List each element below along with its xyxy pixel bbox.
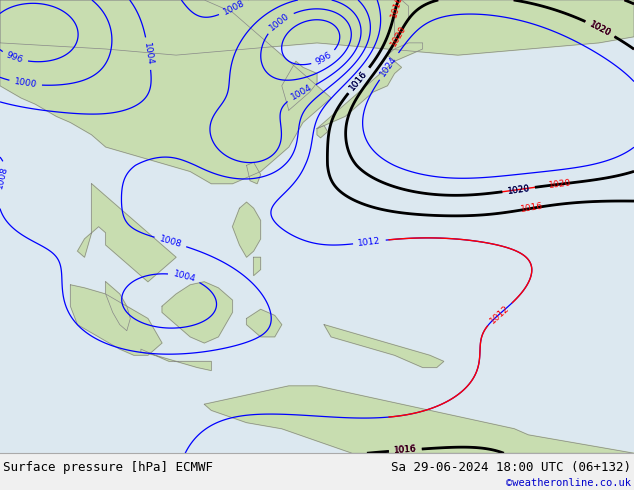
Polygon shape [254, 257, 261, 275]
Text: 1020: 1020 [507, 184, 531, 196]
Text: 1016: 1016 [394, 445, 417, 456]
Text: Surface pressure [hPa] ECMWF: Surface pressure [hPa] ECMWF [3, 462, 213, 474]
Text: 1016: 1016 [394, 445, 417, 456]
Polygon shape [0, 0, 331, 184]
Polygon shape [233, 202, 261, 257]
Text: 1016: 1016 [348, 69, 370, 92]
Polygon shape [141, 349, 211, 370]
Polygon shape [387, 43, 423, 61]
Text: 1008: 1008 [158, 234, 183, 249]
Text: 1020: 1020 [507, 184, 531, 196]
Text: ©weatheronline.co.uk: ©weatheronline.co.uk [506, 478, 631, 488]
Text: 1016: 1016 [389, 0, 404, 19]
Text: 1024: 1024 [378, 54, 399, 78]
Text: 1016: 1016 [521, 202, 545, 215]
Text: 1004: 1004 [172, 270, 197, 284]
Polygon shape [247, 309, 281, 337]
Text: 1020: 1020 [588, 20, 612, 38]
Polygon shape [394, 0, 408, 37]
Text: 1008: 1008 [0, 165, 10, 189]
Text: 1000: 1000 [13, 77, 37, 90]
Text: 1004: 1004 [142, 42, 155, 66]
Text: Sa 29-06-2024 18:00 UTC (06+132): Sa 29-06-2024 18:00 UTC (06+132) [391, 462, 631, 474]
Polygon shape [106, 282, 131, 331]
Text: 1004: 1004 [289, 83, 314, 102]
Text: 1012: 1012 [358, 236, 381, 248]
Text: 1008: 1008 [222, 0, 246, 17]
Polygon shape [247, 162, 261, 184]
Text: 1012: 1012 [488, 303, 511, 325]
Polygon shape [281, 61, 317, 110]
Text: 1000: 1000 [268, 11, 292, 32]
Polygon shape [317, 125, 328, 138]
Text: 1020: 1020 [588, 20, 612, 38]
Polygon shape [162, 282, 233, 343]
Polygon shape [70, 285, 162, 355]
Text: 1016: 1016 [348, 69, 370, 92]
Polygon shape [0, 0, 634, 55]
Polygon shape [204, 386, 634, 453]
Text: 1020: 1020 [548, 178, 572, 190]
Polygon shape [317, 61, 401, 128]
Polygon shape [77, 184, 176, 282]
Text: 996: 996 [5, 50, 25, 65]
Text: 1020: 1020 [588, 20, 612, 38]
Text: 1020: 1020 [389, 24, 408, 49]
Polygon shape [324, 324, 444, 368]
Text: 996: 996 [314, 50, 333, 67]
Text: 1016: 1016 [394, 445, 417, 456]
